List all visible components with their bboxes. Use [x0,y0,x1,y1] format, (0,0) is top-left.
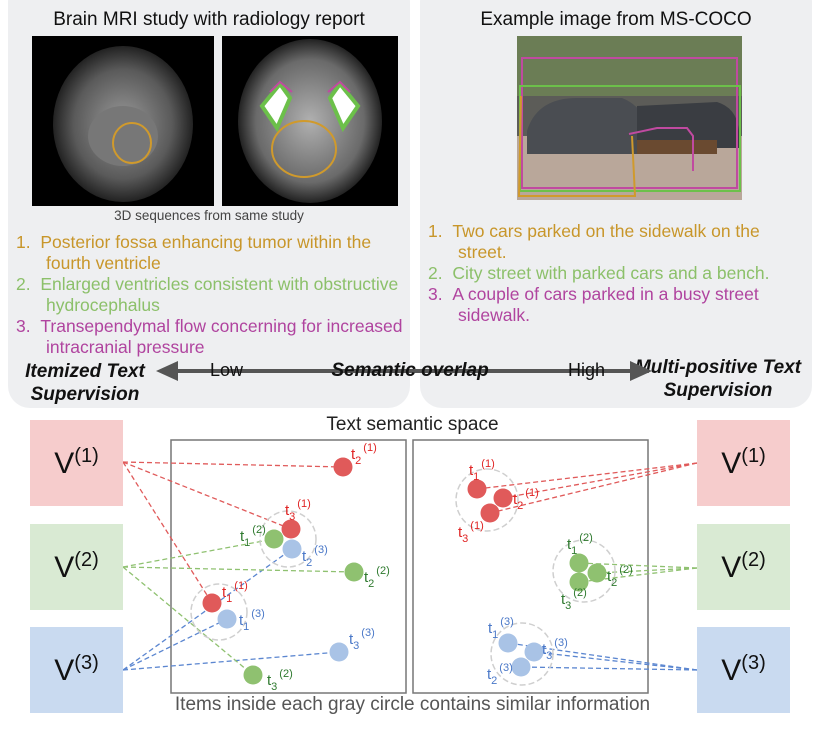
alignment-line [122,566,254,676]
visual-label: V(1) [721,445,766,480]
text-embedding-point [202,593,222,613]
list-item: 2. Enlarged ventricles consistent with o… [16,274,399,315]
text-embedding-label: t3(1) [458,520,484,545]
list-item: 3. A couple of cars parked in a busy str… [428,284,759,325]
text-embedding-label: t2(3) [487,662,513,687]
alignment-line [122,548,293,671]
text-embedding-label: t2(1) [513,487,539,512]
visual-label: V(3) [54,652,99,687]
right-visual-box-3: V(3) [697,627,790,713]
left-visual-box-3: V(3) [30,627,123,713]
mri-axial-image [32,36,214,206]
left-panel-title: Brain MRI study with radiology report [53,9,365,30]
left-visual-box-2: V(2) [30,524,123,610]
similarity-circle [455,468,519,532]
space-title: Text semantic space [326,414,499,435]
text-embedding-point [493,488,513,508]
visual-label: V(1) [54,445,99,480]
text-embedding-label: t1(3) [239,608,265,633]
visual-label: V(2) [721,549,766,584]
text-embedding-label: t1(3) [488,616,514,641]
axis-center-label: Semantic overlap [331,360,489,381]
text-embedding-label: t2(2) [607,564,633,589]
text-embedding-point [467,479,487,499]
list-item: 3. Transependymal flow concerning for in… [16,316,403,357]
text-embedding-point [243,665,263,685]
text-embedding-point [480,503,500,523]
text-embedding-point [217,609,237,629]
text-embedding-point [498,633,518,653]
text-embedding-point [524,642,544,662]
alignment-line [489,462,698,514]
right-visual-box-2: V(2) [697,524,790,610]
visual-label: V(2) [54,549,99,584]
similarity-circle [190,583,248,641]
left-semantic-space [170,439,407,694]
mri-coronal-image [222,36,398,206]
similarity-circle [259,510,317,568]
axis-low-label: Low [210,360,244,380]
text-embedding-point [329,642,349,662]
text-embedding-label: t3(3) [349,627,375,652]
multi-positive-label: Multi-positive Text Supervision [634,357,802,401]
left-visual-box-1: V(1) [30,420,123,506]
alignment-line [122,618,228,671]
right-panel-title: Example image from MS-COCO [480,9,752,30]
text-embedding-point [282,539,302,559]
text-embedding-label: t1(2) [240,524,266,549]
text-embedding-label: t2(2) [364,565,390,590]
alignment-line [122,538,275,568]
text-embedding-point [569,572,589,592]
arrow-right-icon [630,361,652,381]
text-embedding-point [511,657,531,677]
text-embedding-label: t3(1) [285,498,311,523]
axis-high-label: High [568,360,606,380]
text-embedding-point [281,519,301,539]
visual-label: V(3) [721,652,766,687]
text-embedding-point [264,529,284,549]
itemized-label: Itemized Text Supervision [25,361,145,405]
text-embedding-point [344,562,364,582]
text-embedding-point [333,457,353,477]
mri-caption: 3D sequences from same study [114,208,304,223]
alignment-line [122,461,213,604]
similarity-circle [552,539,616,603]
text-embedding-label: t1(1) [222,580,248,605]
alignment-line [596,567,698,574]
text-embedding-label: t3(3) [542,637,568,662]
text-embedding-label: t2(1) [351,442,377,467]
text-embedding-point [587,563,607,583]
footer-caption: Items inside each gray circle contains s… [174,694,651,715]
alignment-line [122,566,355,573]
list-item: 1. Posterior fossa enhancing tumor withi… [16,232,372,273]
text-embedding-label: t2(3) [302,544,328,569]
alignment-line [533,651,698,671]
alignment-line [502,462,698,499]
list-item: 1. Two cars parked on the sidewalk on th… [428,221,760,262]
similarity-circle [490,622,554,686]
text-embedding-point [569,553,589,573]
coco-image [517,36,742,200]
text-embedding-label: t1(2) [567,532,593,557]
arrow-left-icon [156,361,178,381]
text-embedding-label: t3(2) [561,587,587,612]
list-item: 2. City street with parked cars and a be… [428,263,770,283]
text-embedding-label: t1(1) [469,458,495,483]
alignment-line [122,461,292,530]
right-caption-list: 1. Two cars parked on the sidewalk on th… [428,221,773,326]
left-report-list: 1. Posterior fossa enhancing tumor withi… [16,232,406,358]
alignment-line [122,461,344,468]
text-embedding-label: t3(2) [267,668,293,693]
right-visual-box-1: V(1) [697,420,790,506]
alignment-line [122,651,340,671]
alignment-line [476,462,698,490]
